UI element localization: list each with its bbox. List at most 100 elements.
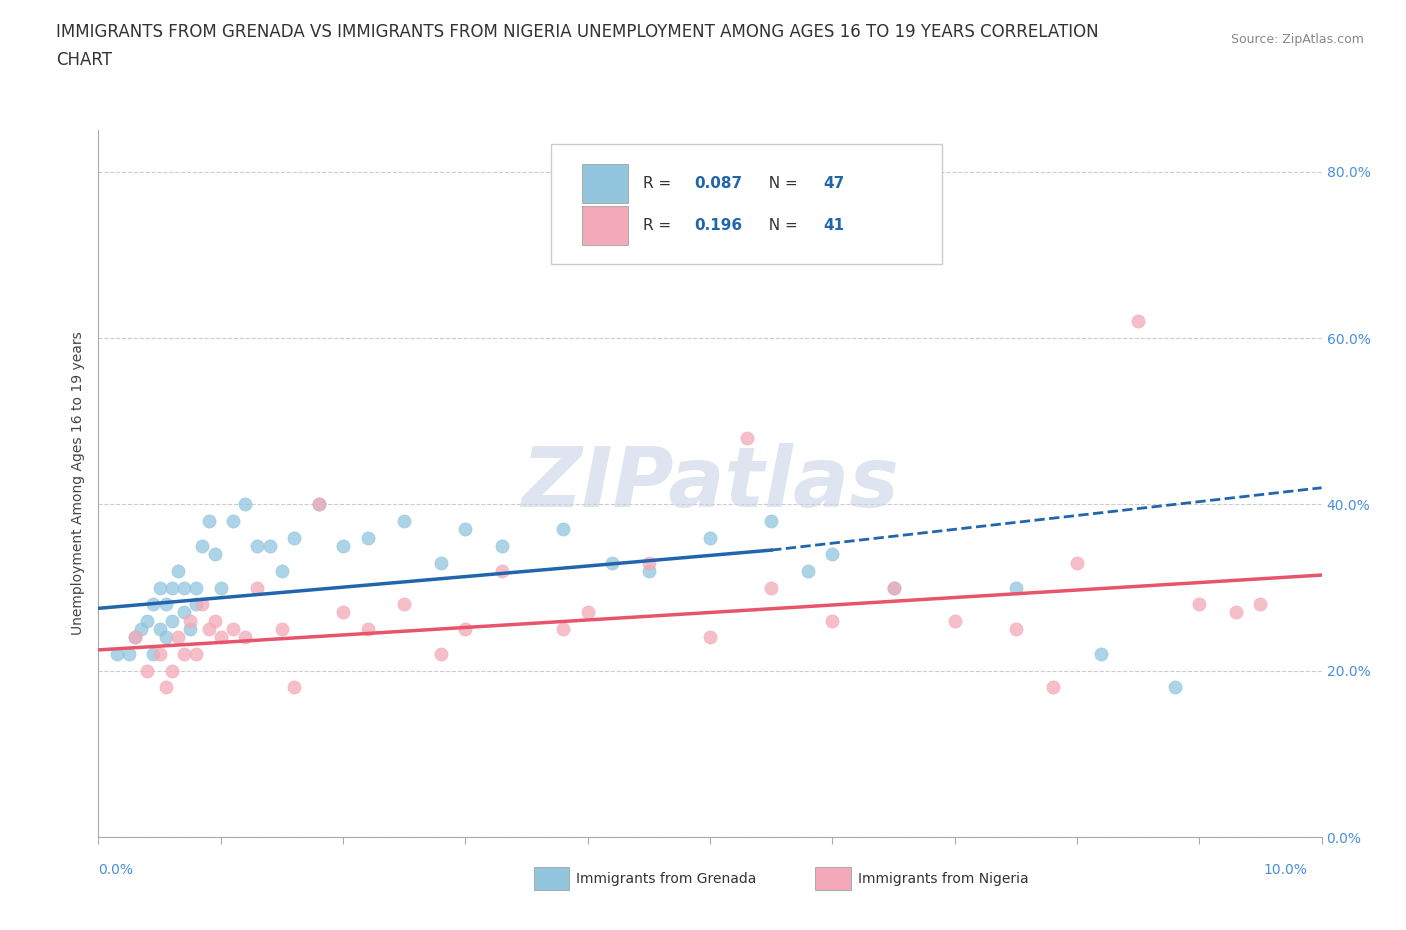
Point bbox=[883, 580, 905, 595]
Point bbox=[332, 605, 354, 620]
Point bbox=[129, 621, 152, 636]
Point bbox=[883, 580, 905, 595]
Point bbox=[430, 555, 453, 570]
Point bbox=[1090, 646, 1112, 661]
Point bbox=[136, 614, 159, 629]
Point bbox=[173, 646, 195, 661]
Point bbox=[1188, 597, 1211, 612]
Point bbox=[197, 513, 219, 528]
Point bbox=[118, 646, 141, 661]
Point bbox=[821, 614, 844, 629]
Point bbox=[270, 621, 294, 636]
Point bbox=[191, 538, 214, 553]
Point bbox=[167, 564, 190, 578]
Point bbox=[454, 522, 477, 537]
Point bbox=[638, 564, 661, 578]
Point bbox=[1128, 314, 1150, 329]
Point bbox=[142, 597, 165, 612]
Point bbox=[356, 530, 378, 545]
Text: 0.087: 0.087 bbox=[695, 176, 742, 191]
Point bbox=[821, 547, 844, 562]
Point bbox=[1225, 605, 1247, 620]
Point bbox=[576, 605, 599, 620]
Point bbox=[270, 564, 294, 578]
Point bbox=[699, 630, 721, 644]
Point bbox=[142, 646, 165, 661]
Text: IMMIGRANTS FROM GRENADA VS IMMIGRANTS FROM NIGERIA UNEMPLOYMENT AMONG AGES 16 TO: IMMIGRANTS FROM GRENADA VS IMMIGRANTS FR… bbox=[56, 23, 1099, 41]
Point bbox=[209, 630, 232, 644]
Point bbox=[430, 646, 453, 661]
Text: R =: R = bbox=[643, 219, 676, 233]
Y-axis label: Unemployment Among Ages 16 to 19 years: Unemployment Among Ages 16 to 19 years bbox=[72, 332, 86, 635]
Point bbox=[356, 621, 378, 636]
Text: CHART: CHART bbox=[56, 51, 112, 69]
Point bbox=[149, 621, 172, 636]
Text: 47: 47 bbox=[824, 176, 845, 191]
Point bbox=[160, 580, 183, 595]
Point bbox=[1250, 597, 1272, 612]
Point bbox=[233, 497, 256, 512]
Text: ZIPatlas: ZIPatlas bbox=[522, 443, 898, 525]
Point bbox=[173, 605, 195, 620]
Point bbox=[761, 513, 783, 528]
Point bbox=[105, 646, 128, 661]
Bar bbox=[582, 206, 628, 246]
Text: Immigrants from Nigeria: Immigrants from Nigeria bbox=[858, 871, 1028, 886]
Point bbox=[308, 497, 330, 512]
Point bbox=[1164, 680, 1187, 695]
Point bbox=[332, 538, 354, 553]
Text: N =: N = bbox=[759, 176, 803, 191]
Point bbox=[1066, 555, 1088, 570]
Point bbox=[233, 630, 256, 644]
Point bbox=[155, 597, 177, 612]
Text: Source: ZipAtlas.com: Source: ZipAtlas.com bbox=[1230, 33, 1364, 46]
Point bbox=[259, 538, 281, 553]
Point bbox=[204, 614, 226, 629]
Point bbox=[246, 538, 269, 553]
Point bbox=[392, 597, 416, 612]
Point bbox=[179, 621, 201, 636]
Point bbox=[124, 630, 146, 644]
Point bbox=[149, 580, 172, 595]
Point bbox=[1004, 580, 1026, 595]
Point bbox=[160, 614, 183, 629]
Point bbox=[149, 646, 172, 661]
Point bbox=[392, 513, 416, 528]
Point bbox=[167, 630, 190, 644]
Point bbox=[246, 580, 269, 595]
Point bbox=[209, 580, 232, 595]
Text: 0.196: 0.196 bbox=[695, 219, 742, 233]
Point bbox=[1004, 621, 1026, 636]
Point bbox=[553, 621, 575, 636]
Point bbox=[155, 680, 177, 695]
Point bbox=[699, 530, 721, 545]
Point bbox=[553, 522, 575, 537]
Point bbox=[155, 630, 177, 644]
Point bbox=[1042, 680, 1064, 695]
Point bbox=[160, 663, 183, 678]
Point bbox=[491, 564, 513, 578]
Point bbox=[761, 580, 783, 595]
Point bbox=[186, 597, 208, 612]
Text: Immigrants from Grenada: Immigrants from Grenada bbox=[576, 871, 756, 886]
Point bbox=[204, 547, 226, 562]
Point bbox=[283, 680, 305, 695]
Text: R =: R = bbox=[643, 176, 676, 191]
Point bbox=[600, 555, 623, 570]
FancyBboxPatch shape bbox=[551, 144, 942, 264]
Point bbox=[308, 497, 330, 512]
Text: N =: N = bbox=[759, 219, 803, 233]
Point bbox=[124, 630, 146, 644]
Point bbox=[179, 614, 201, 629]
Point bbox=[638, 555, 661, 570]
Point bbox=[186, 580, 208, 595]
Point bbox=[197, 621, 219, 636]
Point bbox=[491, 538, 513, 553]
Point bbox=[454, 621, 477, 636]
Point bbox=[191, 597, 214, 612]
Point bbox=[283, 530, 305, 545]
Text: 10.0%: 10.0% bbox=[1264, 862, 1308, 877]
Point bbox=[222, 513, 245, 528]
Text: 41: 41 bbox=[824, 219, 845, 233]
Point bbox=[222, 621, 245, 636]
